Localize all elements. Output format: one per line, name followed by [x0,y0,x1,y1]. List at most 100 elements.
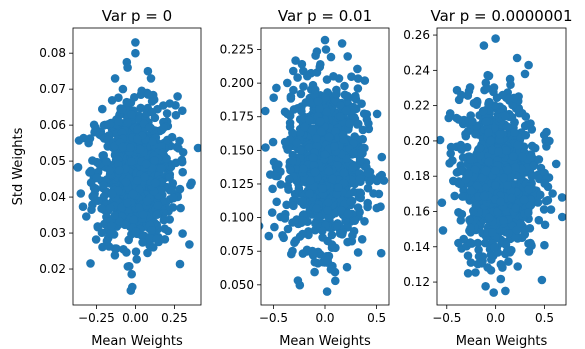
y-tick-label: 0.06 [39,118,66,132]
data-point [145,122,154,132]
data-point [506,80,515,89]
data-point [89,183,99,192]
data-point [322,75,332,84]
data-point [131,227,141,236]
outlier-point [76,189,86,198]
data-point [332,89,341,98]
data-point [355,174,365,184]
data-point [507,193,516,203]
data-point [502,146,511,155]
subplot-title: Var p = 0 [102,7,172,25]
outlier-point [489,288,499,297]
data-point [261,106,270,116]
y-tick-label: 0.125 [220,177,254,191]
data-point [323,198,333,207]
data-point [304,143,314,152]
data-point [311,85,320,95]
x-tick-label: 0.0 [315,311,334,325]
data-point [458,166,467,175]
data-point [353,203,363,212]
data-point [323,206,333,215]
data-point [329,72,338,81]
data-point [539,205,549,214]
data-point [289,85,298,95]
data-point [147,97,157,106]
outlier-point [143,66,153,76]
data-point [537,275,547,285]
data-point [450,191,460,201]
data-point [483,263,492,272]
data-point [486,136,496,145]
data-point [345,119,354,128]
data-point [540,220,550,230]
y-tick-label: 0.14 [403,240,430,254]
data-point [524,247,534,256]
outlier-point [322,287,332,296]
data-point [359,109,369,118]
data-point [343,52,353,61]
data-point [456,209,466,219]
outlier-point [84,138,93,148]
data-point [93,222,102,231]
data-point [352,120,362,129]
data-point [89,120,99,130]
data-point [348,102,358,112]
data-point [132,176,142,185]
data-point [133,134,142,144]
data-point [363,168,372,178]
data-point [261,222,264,230]
data-point [478,106,488,116]
data-point [377,170,387,180]
data-point [310,257,320,267]
data-point [127,269,136,279]
data-point [484,127,493,137]
data-point [88,192,97,201]
data-point [318,184,328,193]
data-point [269,93,279,102]
data-point [302,245,312,255]
outlier-point [146,74,156,83]
data-point [267,208,277,217]
data-point [504,257,513,266]
data-point [500,111,510,121]
data-point [438,226,448,235]
data-point [530,143,540,153]
data-point [334,183,343,192]
data-point [264,231,274,241]
data-point [110,251,120,260]
y-tick-label: 0.175 [220,110,254,124]
data-point [305,189,315,199]
data-point [306,98,315,107]
data-point [323,255,332,265]
data-point [107,227,116,237]
data-point [536,190,545,200]
data-point [107,189,117,199]
data-point [91,235,101,244]
outlier-point [321,45,331,54]
data-point [178,167,187,177]
outlier-point [437,198,447,207]
data-point [175,184,185,194]
data-point [475,143,485,153]
data-point [526,152,535,162]
data-point [353,74,363,83]
data-point [313,97,323,106]
data-point [363,202,372,212]
data-point [505,93,514,103]
data-point [261,143,270,152]
data-point [516,219,525,228]
outlier-point [377,152,387,162]
data-point [343,209,353,219]
data-point [511,162,520,172]
data-point [326,52,336,62]
data-point [272,197,282,207]
y-tick-label: 0.200 [220,76,254,90]
data-point [484,99,493,109]
data-point [348,231,357,240]
data-point [143,196,152,206]
data-point [338,130,348,140]
data-point [118,142,127,152]
data-point [557,212,566,222]
data-point [86,166,96,176]
data-point [490,242,499,252]
